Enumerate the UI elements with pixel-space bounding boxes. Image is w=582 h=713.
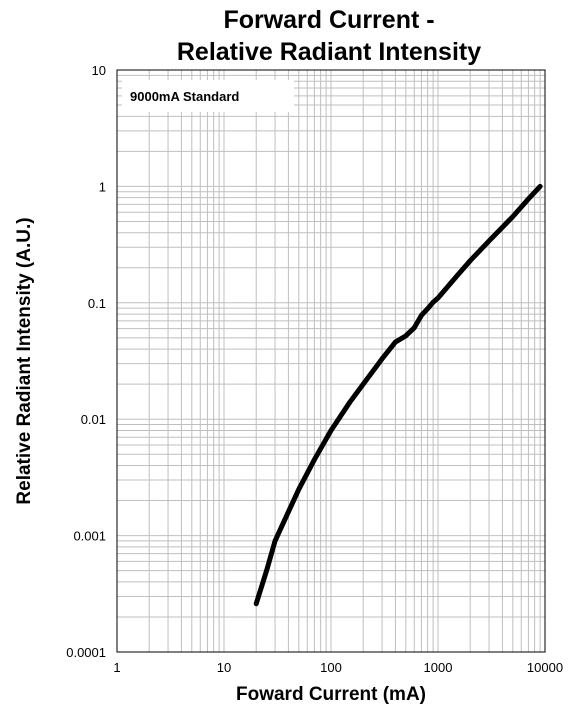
- y-tick-label: 0.0001: [66, 645, 106, 660]
- y-tick-label: 1: [99, 179, 106, 194]
- y-tick-label: 10: [92, 63, 106, 78]
- chart-title-line-1: Forward Current -: [223, 6, 434, 34]
- series-line: [253, 183, 543, 607]
- x-tick-label: 100: [320, 660, 342, 675]
- y-axis-label: Relative Radiant Intensity (A.U.): [14, 217, 35, 504]
- tick-labels: 1 10 100 1000 10000 0.0001 0.001 0.01 0.1 1 10: [66, 63, 563, 675]
- y-tick-label: 0.1: [88, 296, 106, 311]
- plot-frame: [116, 69, 546, 653]
- legend-text: 9000mA Standard: [130, 89, 239, 104]
- y-tick-label: 0.001: [73, 529, 106, 544]
- legend-background: [122, 80, 294, 112]
- x-tick-label: 10: [217, 660, 231, 675]
- chart-title-line-2: Relative Radiant Intensity: [177, 38, 481, 66]
- y-tick-label: 0.01: [81, 412, 106, 427]
- x-tick-label: 1: [113, 660, 120, 675]
- legend-box: 9000mA Standard: [122, 80, 294, 112]
- series-layer: [253, 183, 543, 607]
- x-tick-label: 10000: [527, 660, 563, 675]
- x-axis-label: Foward Current (mA): [236, 684, 426, 705]
- x-tick-label: 1000: [424, 660, 453, 675]
- grid-lines: [116, 69, 546, 653]
